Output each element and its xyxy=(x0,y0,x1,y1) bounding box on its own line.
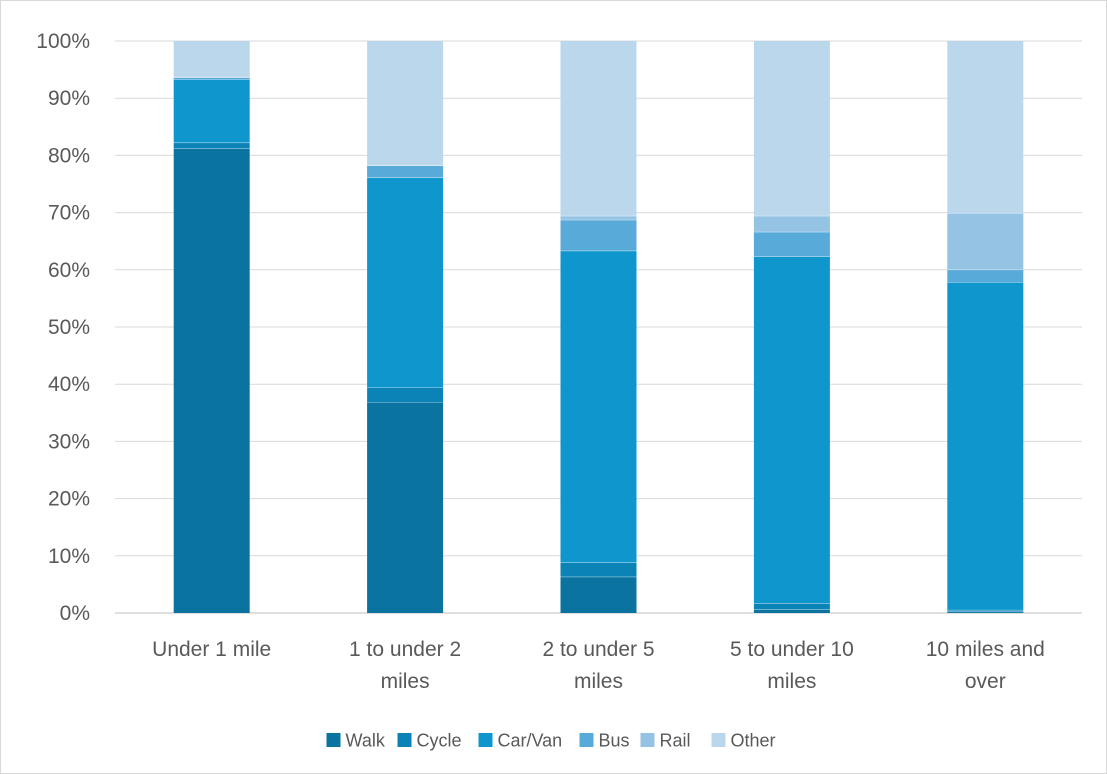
x-axis-categories: Under 1 mile 1 to under 2 miles 2 to under … xyxy=(152,638,1045,693)
bar-rail-3 xyxy=(560,216,637,221)
bar-cycle-5 xyxy=(947,610,1024,612)
bar-bus-5 xyxy=(947,269,1024,283)
bar-cycle-4 xyxy=(753,603,830,610)
legend-label: Walk xyxy=(346,731,386,751)
legend-swatch xyxy=(397,733,412,747)
bar-rail-4 xyxy=(753,216,830,233)
bar-cycle-1 xyxy=(173,142,250,149)
bar-bus-1 xyxy=(173,77,250,80)
legend-item-walk: Walk xyxy=(326,731,386,751)
legend: Walk Cycle Car/Van Bus Rail Other xyxy=(326,731,776,751)
y-tick-label: 80% xyxy=(48,144,90,167)
bar-bus-3 xyxy=(560,220,637,251)
bar-other-3 xyxy=(560,41,637,217)
legend-label: Other xyxy=(731,731,776,751)
bar-bus-4 xyxy=(753,232,830,257)
legend-item-other: Other xyxy=(711,731,776,751)
x-category-label: 1 to under 2 xyxy=(349,638,461,661)
bar-bus-2 xyxy=(367,165,444,178)
y-tick-label: 60% xyxy=(48,259,90,282)
bar-walk-1 xyxy=(173,148,250,613)
bar-car-van-4 xyxy=(753,256,830,604)
y-tick-label: 20% xyxy=(48,488,90,511)
y-tick-label: 70% xyxy=(48,202,90,225)
x-category-label: Under 1 mile xyxy=(152,638,271,661)
x-category-label: over xyxy=(965,670,1006,693)
x-category-label: miles xyxy=(767,670,816,693)
bar-stack-1 xyxy=(173,41,250,613)
y-tick-label: 10% xyxy=(48,545,90,568)
x-category-label: 2 to under 5 xyxy=(542,638,654,661)
bars xyxy=(173,41,1024,613)
bar-cycle-3 xyxy=(560,562,637,577)
bar-other-1 xyxy=(173,41,250,78)
legend-swatch xyxy=(711,733,726,747)
legend-item-bus: Bus xyxy=(579,731,630,751)
y-axis-ticks: 0% 10% 20% 30% 40% 50% 60% 70% 80% 90% 100% xyxy=(36,30,90,625)
y-tick-label: 90% xyxy=(48,87,90,110)
bar-other-2 xyxy=(367,41,444,166)
bar-other-5 xyxy=(947,41,1024,214)
bar-walk-2 xyxy=(367,402,444,613)
legend-label: Car/Van xyxy=(498,731,563,751)
legend-swatch xyxy=(579,733,594,747)
legend-label: Cycle xyxy=(417,731,462,751)
x-category-label: miles xyxy=(574,670,623,693)
bar-walk-4 xyxy=(753,609,830,613)
bar-rail-5 xyxy=(947,213,1024,270)
bar-stack-3 xyxy=(560,41,637,613)
bar-car-van-3 xyxy=(560,250,637,563)
y-tick-label: 50% xyxy=(48,316,90,339)
y-tick-label: 40% xyxy=(48,373,90,396)
x-category-label: miles xyxy=(381,670,430,693)
x-category-label: 5 to under 10 xyxy=(730,638,854,661)
bar-stack-4 xyxy=(753,41,830,613)
bar-stack-2 xyxy=(367,41,444,613)
bar-stack-5 xyxy=(947,41,1024,613)
legend-item-cycle: Cycle xyxy=(397,731,462,751)
legend-swatch xyxy=(478,733,493,747)
legend-swatch xyxy=(326,733,341,747)
y-tick-label: 30% xyxy=(48,430,90,453)
bar-car-van-2 xyxy=(367,177,444,388)
y-tick-label: 100% xyxy=(36,30,90,53)
legend-label: Bus xyxy=(599,731,630,751)
bar-car-van-1 xyxy=(173,79,250,143)
bar-cycle-2 xyxy=(367,387,444,403)
legend-item-car-van: Car/Van xyxy=(478,731,563,751)
bar-car-van-5 xyxy=(947,282,1024,611)
legend-swatch xyxy=(640,733,655,747)
x-category-label: 10 miles and xyxy=(926,638,1045,661)
y-tick-label: 0% xyxy=(60,602,90,625)
legend-label: Rail xyxy=(660,731,691,751)
legend-item-rail: Rail xyxy=(640,731,691,751)
bar-walk-3 xyxy=(560,576,637,613)
bar-other-4 xyxy=(753,41,830,217)
bar-walk-5 xyxy=(947,611,1024,613)
